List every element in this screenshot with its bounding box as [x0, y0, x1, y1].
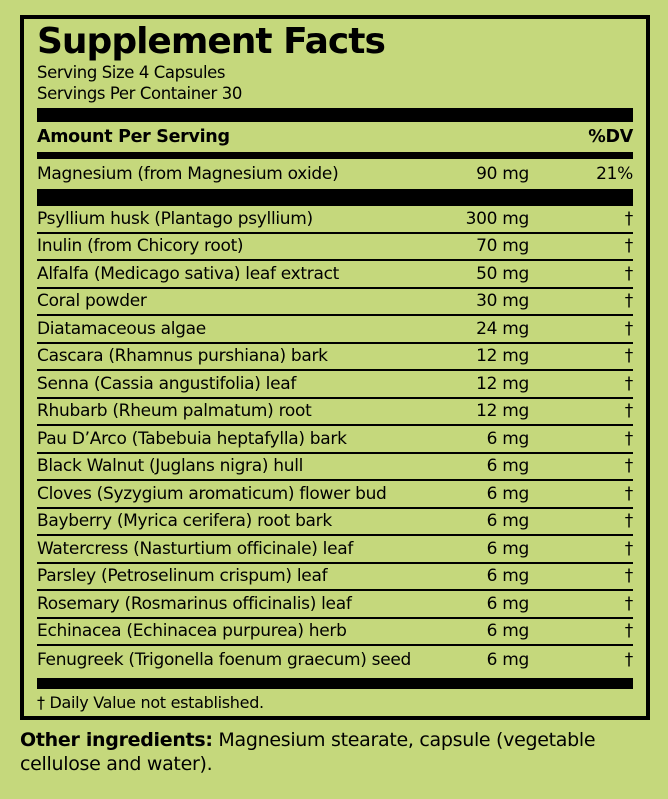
ingredient-dv: 21% [596, 164, 633, 184]
ingredient-row: Cloves (Syzygium aromaticum) flower bud … [37, 481, 633, 509]
other-ingredients: Other ingredients: Magnesium stearate, c… [20, 728, 632, 777]
ingredient-dv: † [624, 291, 634, 312]
ingredient-row: Diatamaceous algae 24 mg † [37, 316, 633, 344]
ingredient-dv: † [624, 373, 634, 394]
supplement-facts-panel: Supplement Facts Serving Size 4 Capsules… [20, 15, 650, 720]
dv-header: %DV [588, 127, 633, 147]
magnesium-row: Magnesium (from Magnesium oxide) 90 mg 2… [37, 159, 633, 189]
ingredient-row: Watercress (Nasturtium officinale) leaf … [37, 536, 633, 564]
ingredient-name: Coral powder [37, 291, 147, 312]
ingredient-row: Cascara (Rhamnus purshiana) bark 12 mg † [37, 344, 634, 371]
ingredient-row: Pau D’Arco (Tabebuia heptafylla) bark 6 … [37, 426, 633, 454]
ingredient-row: Bayberry (Myrica cerifera) root bark 6 m… [37, 509, 634, 536]
ingredient-name: Rhubarb (Rheum palmatum) root [37, 401, 312, 422]
ingredient-name: Pau D’Arco (Tabebuia heptafylla) bark [37, 428, 347, 449]
ingredient-name: Magnesium (from Magnesium oxide) [37, 164, 339, 184]
ingredient-amount: 30 mg [476, 291, 529, 312]
ingredient-amount: 6 mg [486, 566, 530, 587]
ingredient-amount: 12 mg [476, 401, 529, 422]
ingredient-amount: 6 mg [486, 511, 530, 532]
ingredient-name: Cascara (Rhamnus purshiana) bark [37, 346, 328, 367]
ingredient-dv: † [624, 456, 634, 477]
ingredient-row: Senna (Cassia angustifolia) leaf 12 mg † [37, 371, 633, 399]
ingredient-name: Cloves (Syzygium aromaticum) flower bud [37, 483, 387, 504]
ingredient-name: Diatamaceous algae [37, 318, 206, 339]
divider-bar-thick-top [37, 108, 633, 122]
label-background: { "colors": { "background": "#c5d87c", "… [0, 15, 668, 799]
amount-per-serving-header: Amount Per Serving [37, 127, 230, 147]
ingredient-dv: † [624, 593, 634, 614]
ingredient-amount: 300 mg [465, 208, 530, 229]
ingredient-dv: † [624, 538, 634, 559]
serving-size: Serving Size 4 Capsules [37, 63, 226, 82]
ingredient-name: Rosemary (Rosmarinus officinalis) leaf [37, 593, 352, 614]
servings-per-container: Servings Per Container 30 [37, 84, 242, 103]
ingredient-row: Coral powder 30 mg † [37, 289, 634, 316]
ingredient-amount: 6 mg [486, 621, 530, 642]
ingredient-amount: 6 mg [486, 649, 530, 670]
ingredient-dv: † [624, 511, 634, 532]
divider-bar-thick-mid [37, 189, 633, 206]
ingredient-name: Bayberry (Myrica cerifera) root bark [37, 511, 332, 532]
ingredient-row: Echinacea (Echinacea purpurea) herb 6 mg… [37, 619, 634, 646]
ingredient-row: Rosemary (Rosmarinus officinalis) leaf 6… [37, 591, 633, 619]
ingredient-name: Senna (Cassia angustifolia) leaf [37, 373, 297, 394]
ingredient-name: Parsley (Petroselinum crispum) leaf [37, 566, 328, 587]
ingredient-dv: † [624, 318, 634, 339]
ingredient-amount: 24 mg [476, 318, 529, 339]
ingredient-name: Black Walnut (Juglans nigra) hull [37, 456, 304, 477]
ingredient-row: Alfalfa (Medicago sativa) leaf extract 5… [37, 261, 633, 289]
ingredient-dv: † [624, 566, 634, 587]
ingredient-name: Inulin (from Chicory root) [37, 236, 244, 257]
ingredient-amount: 50 mg [476, 263, 529, 284]
ingredient-dv: † [624, 649, 634, 670]
ingredient-name: Watercress (Nasturtium officinale) leaf [37, 538, 354, 559]
ingredient-row: Inulin (from Chicory root) 70 mg † [37, 234, 634, 261]
daily-value-footnote: † Daily Value not established. [37, 692, 264, 712]
ingredient-amount: 6 mg [486, 456, 530, 477]
ingredient-name: Psyllium husk (Plantago psyllium) [37, 208, 313, 229]
divider-bar-medium [37, 152, 633, 159]
other-ingredients-text: Magnesium stearate, capsule (vegetable c… [20, 728, 596, 776]
panel-title: Supplement Facts [37, 21, 386, 62]
ingredient-row: Fenugreek (Trigonella foenum graecum) se… [37, 646, 633, 674]
other-ingredients-label: Other ingredients: [20, 728, 213, 751]
ingredient-dv: † [624, 401, 634, 422]
ingredient-dv: † [624, 263, 634, 284]
divider-bar-thick-bottom [37, 677, 633, 689]
ingredient-dv: † [624, 236, 634, 257]
ingredient-dv: † [624, 621, 634, 642]
ingredient-row: Parsley (Petroselinum crispum) leaf 6 mg… [37, 564, 634, 591]
ingredient-list: Psyllium husk (Plantago psyllium) 300 mg… [37, 206, 633, 674]
ingredient-amount: 6 mg [486, 593, 530, 614]
ingredient-row: Rhubarb (Rheum palmatum) root 12 mg † [37, 399, 634, 426]
ingredient-amount: 6 mg [486, 483, 530, 504]
column-header-row: Amount Per Serving %DV [37, 122, 633, 152]
ingredient-dv: † [624, 208, 634, 229]
ingredient-dv: † [624, 346, 634, 367]
ingredient-amount: 12 mg [476, 346, 529, 367]
ingredient-amount: 6 mg [486, 428, 530, 449]
ingredient-amount: 6 mg [486, 538, 530, 559]
ingredient-name: Alfalfa (Medicago sativa) leaf extract [37, 263, 339, 284]
ingredient-name: Fenugreek (Trigonella foenum graecum) se… [37, 649, 412, 670]
ingredient-row: Psyllium husk (Plantago psyllium) 300 mg… [37, 206, 633, 234]
ingredient-amount: 70 mg [476, 236, 529, 257]
ingredient-amount: 12 mg [476, 373, 529, 394]
ingredient-name: Echinacea (Echinacea purpurea) herb [37, 621, 347, 642]
ingredient-amount: 90 mg [476, 164, 529, 184]
ingredient-dv: † [624, 483, 634, 504]
ingredient-row: Black Walnut (Juglans nigra) hull 6 mg † [37, 454, 634, 481]
ingredient-dv: † [624, 428, 634, 449]
